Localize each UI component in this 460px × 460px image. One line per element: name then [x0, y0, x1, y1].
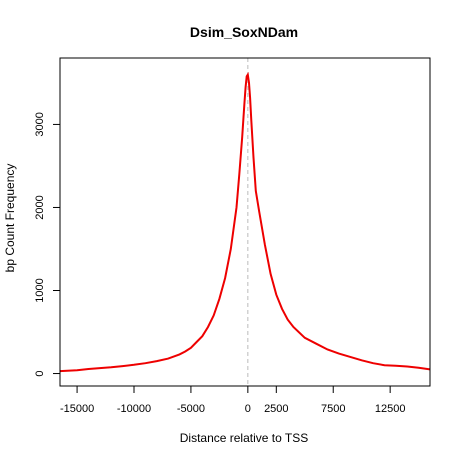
series-line: [59, 71, 431, 373]
y-tick-label: 3000: [34, 112, 46, 136]
y-tick-label: 2000: [34, 195, 46, 219]
y-axis-label: bp Count Frequency: [3, 164, 17, 273]
plot-frame: [59, 57, 431, 387]
x-tick-label: -15000: [60, 403, 94, 415]
chart-title: Dsim_SoxNDam: [190, 24, 298, 40]
y-tick-label: 1000: [34, 278, 46, 302]
x-axis-label: Distance relative to TSS: [180, 431, 309, 445]
x-tick-label: 0: [245, 403, 251, 415]
x-tick-label: -10000: [117, 403, 151, 415]
x-tick-label: 2500: [264, 403, 288, 415]
x-tick-label: 12500: [375, 403, 406, 415]
y-tick-label: 0: [34, 370, 46, 376]
x-axis: -15000 -10000 -5000 0 2500 7500 12500: [60, 386, 406, 415]
x-tick-label: -5000: [177, 403, 205, 415]
x-tick-label: 7500: [321, 403, 345, 415]
y-axis: 0 1000 2000 3000: [34, 112, 60, 377]
